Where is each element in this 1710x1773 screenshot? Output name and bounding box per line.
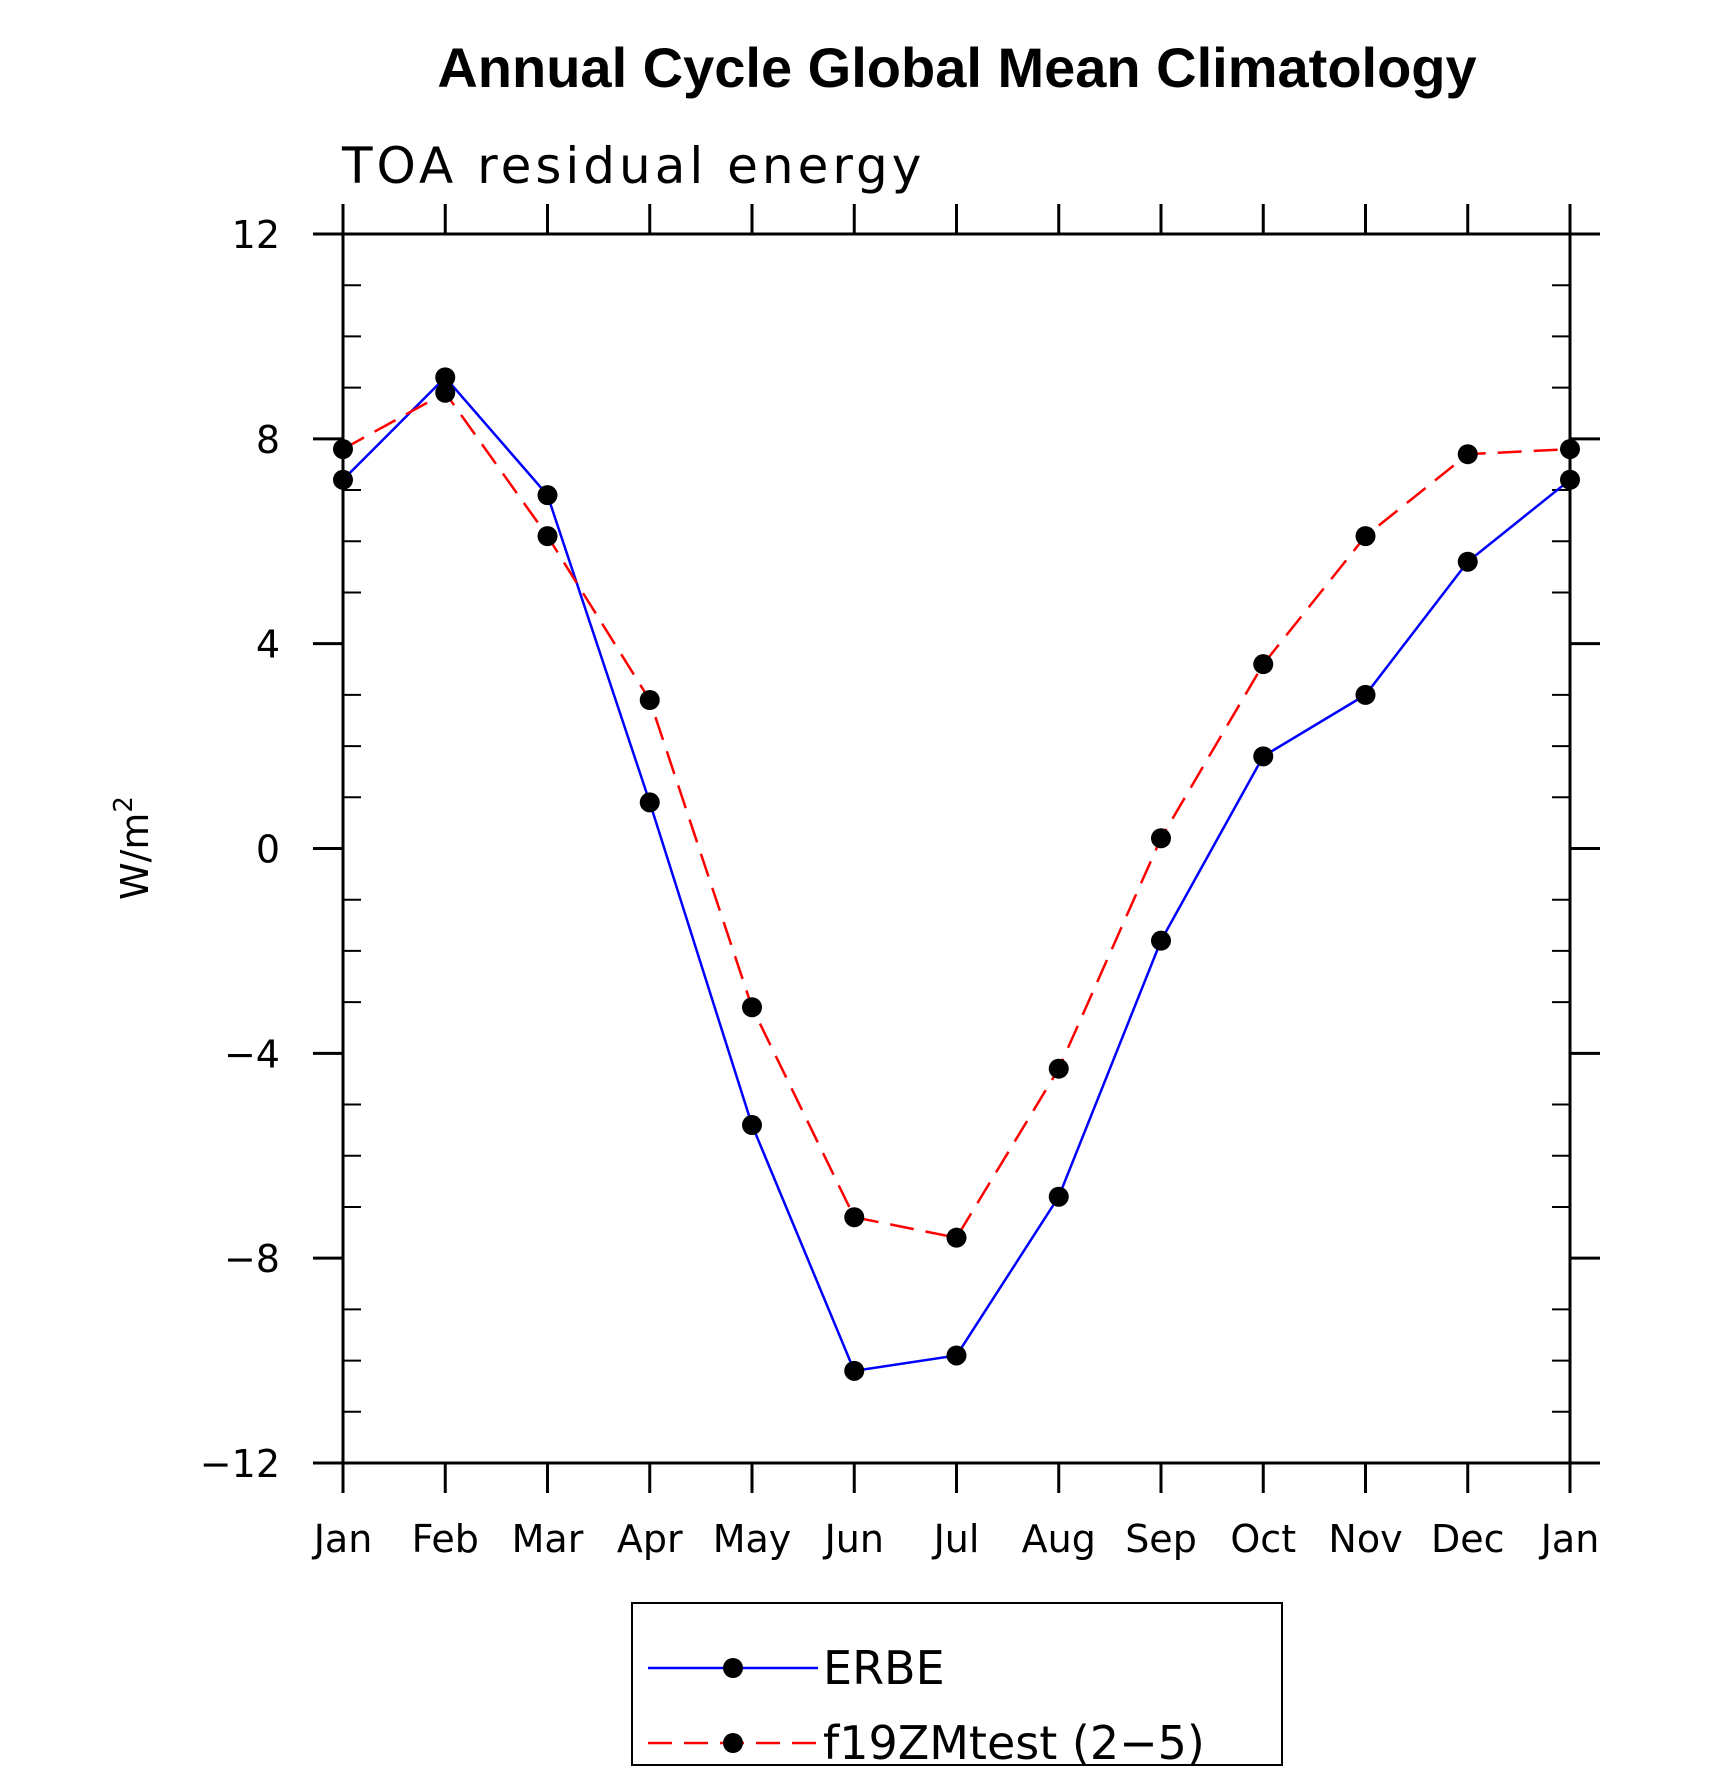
x-tick-label: May <box>713 1517 792 1561</box>
series-1-point <box>946 1227 967 1248</box>
y-tick-label: −4 <box>224 1032 280 1076</box>
series-1-point <box>1457 444 1478 465</box>
plot-area-frame <box>341 232 1572 1465</box>
y-axis-label-text: W/m <box>113 813 157 900</box>
series-1-point <box>742 997 762 1018</box>
series-0-point <box>1560 469 1580 490</box>
y-tick-label: −12 <box>200 1442 280 1486</box>
series-1-point <box>1355 526 1376 547</box>
svg-text:W/m2: W/m2 <box>109 796 157 900</box>
x-tick-label: Jul <box>932 1517 980 1561</box>
y-tick-label: 8 <box>256 418 280 462</box>
series-1-point <box>1151 828 1171 849</box>
y-tick-label: 12 <box>232 213 280 257</box>
series-0-point <box>639 792 660 813</box>
legend: ERBE f19ZMtest (2−5) <box>648 1641 1205 1770</box>
series-0-point <box>1355 684 1376 705</box>
x-tick-label: Jun <box>823 1517 884 1561</box>
x-tick-label: Jan <box>1539 1517 1600 1561</box>
legend-label-1: f19ZMtest (2−5) <box>823 1716 1205 1770</box>
series-0-point <box>946 1345 967 1366</box>
y-tick-label: −8 <box>224 1237 280 1281</box>
series-0-point <box>435 367 456 388</box>
series-1-point <box>435 382 456 403</box>
series-0-point <box>537 485 558 506</box>
legend-label-0: ERBE <box>823 1641 945 1695</box>
series-1-point <box>333 439 353 460</box>
series-1-point <box>844 1207 865 1228</box>
series-1-point <box>1253 654 1274 675</box>
y-tick-label: 4 <box>256 623 280 667</box>
x-tick-label: Jan <box>312 1517 373 1561</box>
chart-subtitle: TOA residual energy <box>341 137 925 195</box>
series-1-point <box>537 526 558 547</box>
series-0-point <box>844 1360 865 1381</box>
y-axis-label-superscript: 2 <box>109 796 139 813</box>
x-tick-label: Apr <box>617 1517 683 1561</box>
y-axis-label: W/m2 <box>109 796 157 900</box>
series-0-point <box>1253 746 1274 767</box>
series-0-point <box>1151 930 1171 951</box>
legend-marker-0 <box>723 1658 743 1678</box>
series-line-0 <box>342 375 1571 1373</box>
series-1-point <box>1048 1058 1069 1079</box>
x-tick-label: Mar <box>512 1517 584 1561</box>
series-0-point <box>333 469 353 490</box>
y-tick-label: 0 <box>256 828 280 872</box>
series-line-1 <box>342 391 1571 1240</box>
x-tick-label: Dec <box>1431 1517 1505 1561</box>
series-0-point <box>742 1115 762 1136</box>
series-0-point <box>1457 551 1478 572</box>
series-0-point <box>1048 1186 1069 1207</box>
x-tick-label: Feb <box>412 1517 479 1561</box>
x-tick-label: Nov <box>1328 1517 1402 1561</box>
series-1-point <box>1560 439 1580 460</box>
x-tick-label: Sep <box>1125 1517 1197 1561</box>
x-tick-label: Oct <box>1230 1517 1296 1561</box>
chart-title: Annual Cycle Global Mean Climatology <box>437 36 1476 99</box>
legend-marker-1 <box>723 1733 743 1753</box>
series-1-point <box>639 689 660 710</box>
x-tick-label: Aug <box>1022 1517 1096 1561</box>
